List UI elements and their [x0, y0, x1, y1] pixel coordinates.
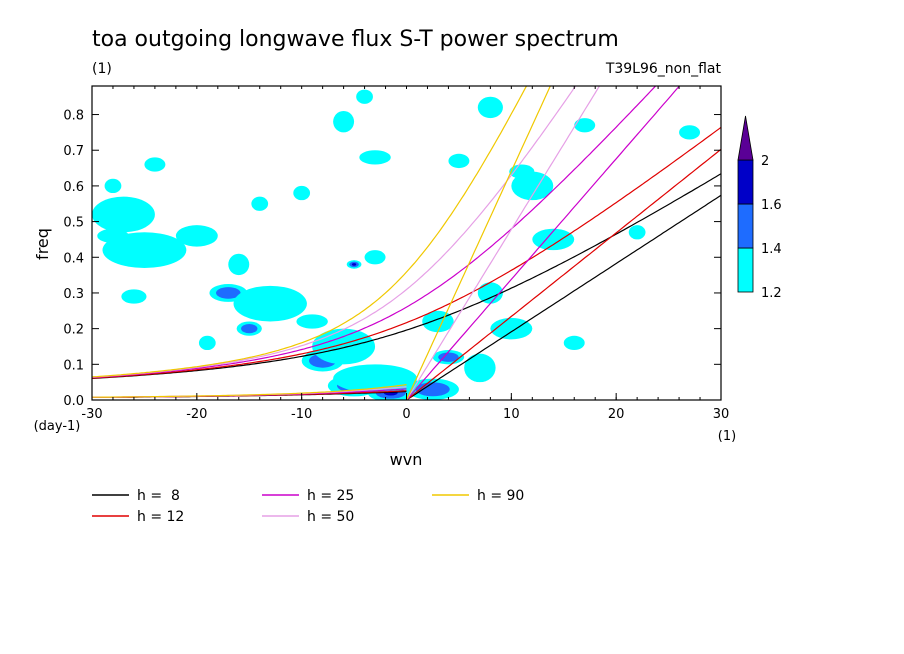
contour-patch-17-0 — [490, 317, 533, 340]
colorbar: 1.2 1.4 1.6 2 — [737, 115, 782, 301]
contour-patch-9-0 — [104, 178, 122, 194]
x-tick-label: 30 — [713, 407, 730, 422]
y-tick-label: 0.8 — [63, 109, 84, 124]
y-tick-label: 0.1 — [63, 358, 84, 373]
contour-patch-25-0 — [251, 196, 269, 211]
contour-patch-21-0 — [333, 110, 355, 133]
contour-patch-14-0 — [102, 232, 187, 268]
contour-patch-26-0 — [228, 253, 250, 276]
gravity-curve-h25 — [92, 86, 657, 379]
contour-patch-15-0 — [92, 196, 155, 233]
contour-patch-18-0 — [532, 228, 575, 251]
chart-subtitle-right: T39L96_non_flat — [605, 61, 722, 77]
x-tick-label: -10 — [291, 407, 312, 422]
legend-label-h50: h = 50 — [307, 509, 354, 525]
gravity-curve-h12 — [92, 126, 721, 379]
y-tick-label: 0.4 — [63, 251, 84, 266]
x-tick-label: 10 — [503, 407, 520, 422]
x-tick-label: -20 — [186, 407, 207, 422]
y-axis: 0.0 0.1 0.2 0.3 0.4 0.5 0.6 0.7 0.8 — [63, 109, 721, 409]
contour-patch-32-0 — [97, 228, 129, 243]
contour-patch-39-0 — [509, 164, 535, 179]
y-tick-label: 0.7 — [63, 144, 84, 159]
chart-subtitle-left: (1) — [92, 61, 112, 77]
gravity-curve-h50 — [92, 86, 577, 378]
contour-patch-22-0 — [359, 150, 391, 165]
contour-patch-37-0 — [121, 289, 147, 304]
contour-patch-10-0 — [464, 353, 496, 383]
x-axis: -30 -20 -10 0 10 20 30 — [81, 86, 729, 422]
contour-patch-16-0 — [175, 225, 218, 247]
kelvin-curve-h50 — [405, 86, 601, 400]
contour-patch-7-1 — [241, 323, 258, 334]
x-tick-label: 20 — [608, 407, 625, 422]
y-tick-label: 0.0 — [63, 394, 84, 409]
kelvin-curve-h25 — [406, 86, 681, 400]
contour-patch-36-0 — [563, 335, 585, 351]
chart-title: toa outgoing longwave flux S-T power spe… — [92, 27, 619, 52]
colorbar-segment — [737, 247, 754, 293]
contour-patch-5-1 — [216, 287, 241, 299]
x-tick-label: 0 — [402, 407, 410, 422]
contour-patch-6-2 — [351, 263, 357, 266]
colorbar-arrow — [737, 115, 754, 161]
kelvin-curve-h90 — [405, 86, 551, 400]
y-tick-label: 0.6 — [63, 180, 84, 195]
contour-patch-33-0 — [477, 282, 503, 304]
y-tick-label: 0.3 — [63, 287, 84, 302]
legend-label-h90: h = 90 — [477, 488, 524, 504]
colorbar-label: 2 — [761, 154, 769, 169]
y-tick-label: 0.5 — [63, 216, 84, 231]
contour-patch-27-0 — [574, 118, 596, 133]
contour-patch-12-0 — [312, 328, 376, 365]
gravity-curve-h90 — [92, 86, 528, 378]
kelvin-curve-h8 — [406, 194, 721, 400]
colorbar-label: 1.2 — [761, 286, 782, 301]
contour-patch-31-0 — [198, 335, 216, 351]
legend-label-h8: h = 8 — [137, 488, 180, 504]
legend-label-h25: h = 25 — [307, 488, 354, 504]
contour-patch-20-0 — [477, 96, 503, 119]
contour-patch-24-0 — [144, 157, 166, 172]
colorbar-label: 1.4 — [761, 242, 782, 257]
y-unit-label: (day-1) — [34, 419, 81, 434]
x-tick-label: -30 — [81, 407, 102, 422]
contour-patch-35-0 — [293, 185, 311, 201]
gravity-curve-h8 — [92, 173, 721, 379]
contour-patch-13-0 — [233, 285, 307, 322]
contour-patch-34-0 — [364, 250, 386, 265]
x-axis-label: wvn — [390, 450, 423, 469]
contour-patch-38-0 — [356, 89, 373, 104]
contour-patch-23-0 — [448, 153, 470, 169]
mrg-curve-h90 — [92, 384, 407, 398]
dispersion-curves — [92, 86, 721, 400]
colorbar-segment — [737, 203, 754, 249]
y-axis-label: freq — [33, 228, 52, 260]
x-unit-label: (1) — [718, 429, 736, 444]
kelvin-curve-h12 — [406, 148, 721, 400]
contour-patch-29-0 — [679, 125, 701, 140]
legend-label-h12: h = 12 — [137, 509, 184, 525]
legend: h = 8 h = 12 h = 25 h = 50 h = 90 — [92, 488, 524, 525]
contour-patch-8-0 — [296, 314, 328, 329]
contour-layer — [92, 89, 701, 400]
colorbar-label: 1.6 — [761, 198, 782, 213]
y-tick-label: 0.2 — [63, 323, 84, 338]
contour-patch-4-1 — [438, 352, 459, 362]
colorbar-segment — [737, 159, 754, 205]
contour-patch-28-0 — [628, 225, 646, 240]
